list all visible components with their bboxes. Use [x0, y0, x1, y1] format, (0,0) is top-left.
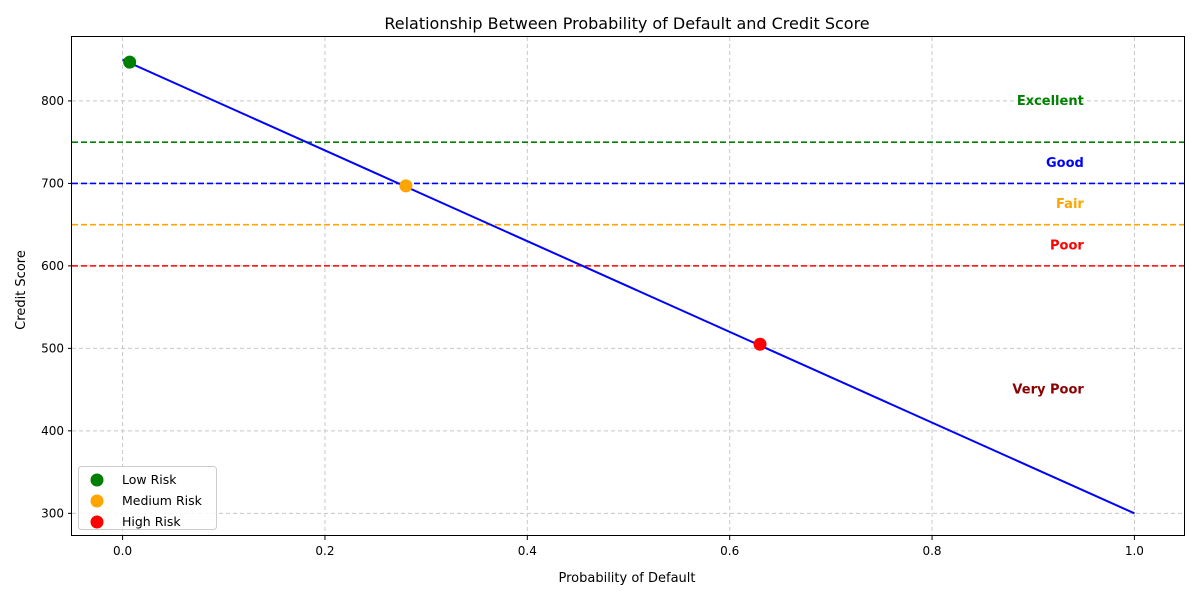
y-axis-ticks: 300 400 500 600 700 800 [41, 94, 72, 520]
y-tick-label: 700 [41, 176, 64, 190]
chart-title: Relationship Between Probability of Defa… [384, 14, 869, 33]
legend: Low Risk Medium Risk High Risk [78, 466, 217, 530]
point-layer [123, 55, 767, 351]
y-tick-label: 600 [41, 259, 64, 273]
x-tick-label: 0.0 [113, 544, 132, 558]
x-axis-label: Probability of Default [558, 571, 695, 586]
x-tick-label: 0.6 [720, 544, 739, 558]
data-point-low-risk [123, 55, 137, 69]
legend-entries: Low Risk Medium Risk High Risk [90, 472, 203, 529]
x-tick-label: 0.2 [315, 544, 334, 558]
band-label: Good [1046, 156, 1084, 171]
data-point-medium-risk [399, 179, 413, 193]
band-label: Fair [1056, 197, 1084, 212]
legend-label: High Risk [122, 514, 181, 529]
data-point-high-risk [753, 337, 767, 351]
y-tick-label: 800 [41, 94, 64, 108]
y-tick-label: 400 [41, 424, 64, 438]
trend-line [122, 58, 1135, 515]
band-label: Poor [1050, 238, 1084, 253]
threshold-layer [72, 141, 1185, 267]
y-tick-label: 300 [41, 506, 64, 520]
trend-layer [122, 58, 1135, 515]
x-tick-label: 1.0 [1125, 544, 1144, 558]
x-axis-ticks: 0.0 0.2 0.4 0.6 0.8 1.0 [113, 536, 1144, 558]
y-tick-label: 500 [41, 341, 64, 355]
legend-marker [90, 494, 104, 508]
legend-box [78, 466, 217, 530]
legend-marker [90, 473, 104, 487]
x-tick-label: 0.4 [518, 544, 537, 558]
plot-frame [71, 36, 1185, 536]
x-tick-label: 0.8 [922, 544, 941, 558]
legend-label: Medium Risk [122, 493, 203, 508]
band-label: Excellent [1017, 94, 1084, 109]
legend-marker [90, 515, 104, 529]
y-axis-label: Credit Score [14, 250, 29, 330]
legend-label: Low Risk [122, 472, 177, 487]
band-label-layer: Excellent Good Fair Poor Very Poor [1012, 94, 1084, 398]
band-label: Very Poor [1012, 383, 1084, 398]
